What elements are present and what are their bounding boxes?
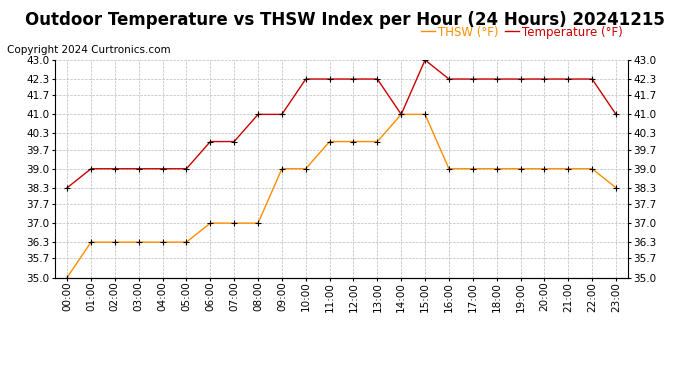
- Text: Copyright 2024 Curtronics.com: Copyright 2024 Curtronics.com: [7, 45, 170, 55]
- Text: Outdoor Temperature vs THSW Index per Hour (24 Hours) 20241215: Outdoor Temperature vs THSW Index per Ho…: [25, 11, 665, 29]
- Legend: THSW (°F), Temperature (°F): THSW (°F), Temperature (°F): [416, 21, 628, 43]
